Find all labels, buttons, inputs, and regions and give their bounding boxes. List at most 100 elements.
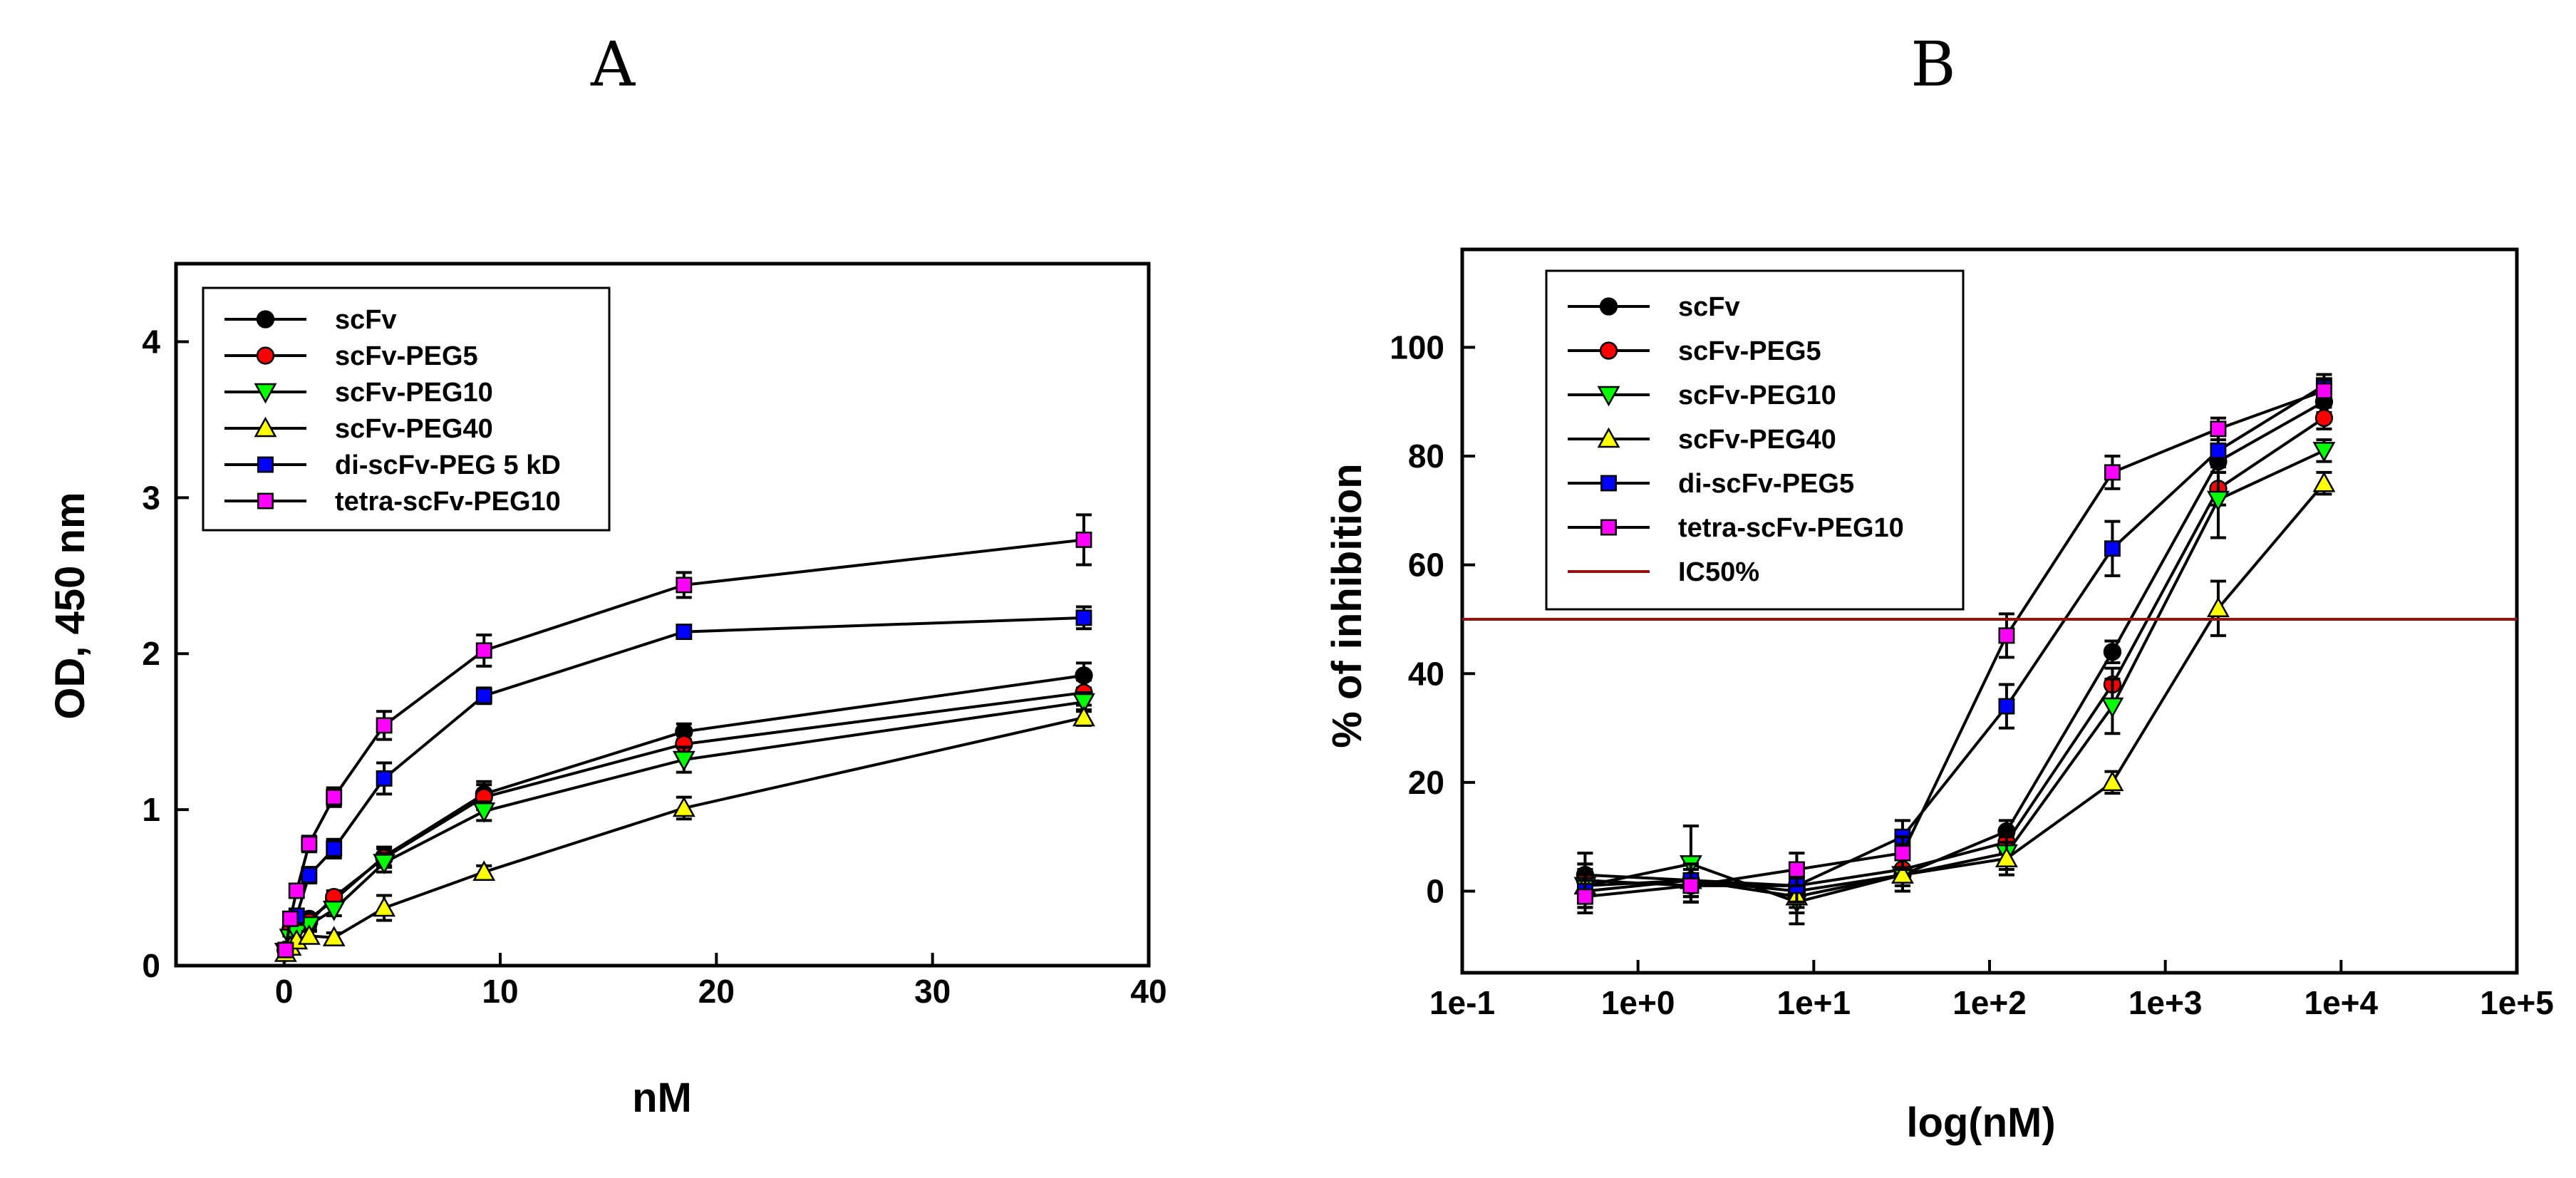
legend-item-di-scfv-peg5: di-scFv-PEG5 xyxy=(1568,469,1854,499)
data-point xyxy=(376,770,393,787)
x-tick-label: 20 xyxy=(698,973,735,1010)
legend-label: di-scFv-PEG5 xyxy=(1678,469,1854,499)
data-point xyxy=(282,910,299,927)
legend-item-scfv-peg10: scFv-PEG10 xyxy=(224,378,493,408)
legend-item-scfv-peg40: scFv-PEG40 xyxy=(224,414,493,444)
series-group-b xyxy=(1462,373,2517,926)
x-tick-label: 1e+5 xyxy=(2480,984,2554,1021)
legend-label: di-scFv-PEG 5 kD xyxy=(335,450,561,480)
data-point xyxy=(373,854,396,874)
data-point xyxy=(301,867,318,884)
legend-marker xyxy=(257,492,274,510)
data-point xyxy=(1072,706,1095,727)
legend-item-scfv-peg5: scFv-PEG5 xyxy=(1568,336,1821,366)
data-point xyxy=(1891,863,1914,884)
legend-label: scFv-PEG40 xyxy=(335,414,493,444)
x-tick-label: 30 xyxy=(914,973,951,1010)
data-point xyxy=(2101,770,2124,792)
data-point xyxy=(676,624,693,641)
legend-label: scFv xyxy=(1678,292,1740,322)
legend-label: scFv-PEG5 xyxy=(1678,336,1821,366)
data-point xyxy=(672,796,695,817)
y-tick-label: 3 xyxy=(142,479,160,516)
y-tick-label: 60 xyxy=(1408,547,1444,584)
legend-marker xyxy=(254,383,277,404)
data-point xyxy=(2206,490,2230,512)
y-tick-label: 100 xyxy=(1390,329,1444,366)
data-point xyxy=(373,896,396,917)
y-tick-label: 0 xyxy=(1426,873,1444,910)
series-line xyxy=(1585,389,2325,899)
legend-label: scFv-PEG10 xyxy=(335,378,493,408)
legend-item-tetra-scfv-peg10: tetra-scFv-PEG10 xyxy=(1568,513,1904,543)
x-tick-label: 1e+3 xyxy=(2128,984,2203,1021)
data-point xyxy=(1894,844,1911,862)
legend-label: scFv-PEG40 xyxy=(1678,425,1836,455)
series-line xyxy=(1585,449,2325,904)
plot-frame-a xyxy=(174,262,1151,968)
x-tick-label: 1e-1 xyxy=(1429,984,1495,1021)
data-point xyxy=(288,882,305,899)
data-point xyxy=(2314,408,2334,428)
data-point xyxy=(2312,442,2336,463)
chart-panel-b: 1e-1 1e+0 1e+1 1e+2 1e+3 1e+4 1e+5 0 20 40 60 80 100… xyxy=(1324,247,2554,1146)
legend-item-tetra-scfv-peg10: tetra-scFv-PEG10 xyxy=(224,487,561,517)
series-tetra-scfv-peg10 xyxy=(1576,378,2332,915)
legend-marker xyxy=(256,310,275,329)
data-point xyxy=(2206,596,2230,617)
y-tick-label: 1 xyxy=(142,791,160,828)
y-tick-label: 4 xyxy=(142,323,160,360)
panel-label-b: B xyxy=(1910,29,1955,100)
y-axis-title-b: % of inhibition xyxy=(1324,463,1370,748)
data-point xyxy=(322,926,346,946)
data-point xyxy=(322,900,346,921)
legend-item-scfv-peg10: scFv-PEG10 xyxy=(1568,381,1836,410)
y-tick-label: 40 xyxy=(1408,655,1444,692)
data-point xyxy=(2312,471,2336,492)
legend-item-scfv-peg40: scFv-PEG40 xyxy=(1568,425,1836,455)
data-point xyxy=(2104,464,2121,481)
y-tick-label: 20 xyxy=(1408,764,1444,801)
data-point xyxy=(1998,698,2015,715)
legend-marker xyxy=(257,456,274,473)
data-point xyxy=(326,789,343,806)
data-point xyxy=(475,642,492,659)
data-point xyxy=(376,717,393,734)
legend-item-scfv: scFv xyxy=(224,305,397,335)
data-point xyxy=(472,802,496,823)
legend-box-a xyxy=(202,286,611,532)
legend-marker xyxy=(254,416,277,438)
x-tick-label: 1e+2 xyxy=(1952,984,2027,1021)
x-axis-title-b: log(nM) xyxy=(1906,1100,2055,1146)
data-point xyxy=(1075,609,1092,626)
legend-marker xyxy=(1599,341,1618,360)
legend-item-ic50: IC50% xyxy=(1568,557,1759,587)
data-point xyxy=(1995,847,2018,868)
data-point xyxy=(1682,877,1700,894)
legend-marker xyxy=(1597,427,1620,448)
data-point xyxy=(297,924,321,945)
series-di-scfv-peg-5-kd xyxy=(277,605,1092,959)
legend-label: scFv-PEG10 xyxy=(1678,381,1836,410)
legend-items-b: scFv scFv-PEG5 scFv-PEG10 scFv-PEG40 di-scFv… xyxy=(1568,292,1904,587)
data-point xyxy=(2210,442,2227,459)
y-tick-label: 2 xyxy=(142,635,160,672)
data-point xyxy=(2315,382,2332,399)
data-point xyxy=(277,941,294,959)
data-point xyxy=(2103,643,2122,661)
data-point xyxy=(1075,531,1092,548)
data-point xyxy=(475,687,492,704)
y-axis-title-a: OD, 450 nm xyxy=(47,492,93,719)
legend-b: scFv scFv-PEG5 scFv-PEG10 scFv-PEG40 di-scFv… xyxy=(1545,269,1965,611)
data-point xyxy=(676,577,693,594)
data-point xyxy=(1998,627,2015,644)
legend-marker xyxy=(1597,386,1620,407)
data-point xyxy=(1788,861,1805,878)
x-axis-title-a: nM xyxy=(632,1075,692,1121)
data-point xyxy=(2104,540,2121,557)
legend-items-a: scFv scFv-PEG5 scFv-PEG10 scFv-PEG40 di-scFv… xyxy=(224,305,561,517)
data-point xyxy=(326,840,343,857)
x-tick-label: 1e+1 xyxy=(1777,984,1851,1021)
series-group-a xyxy=(274,513,1095,963)
